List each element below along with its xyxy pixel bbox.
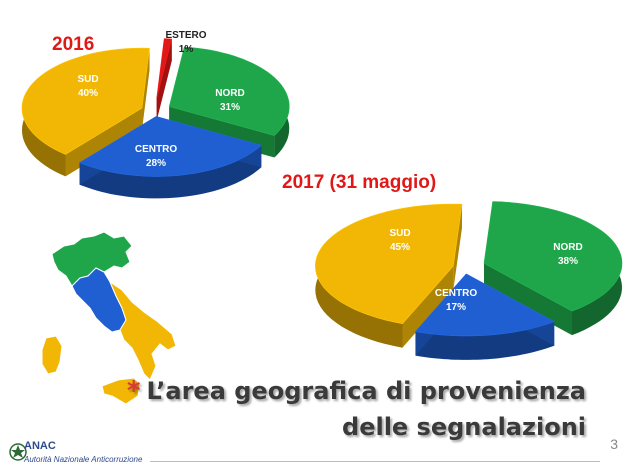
pie-0-label-nord-name: NORD [215,88,244,99]
pie-1-label-centro: CENTRO 17% [435,288,477,313]
pie-0-label-estero: ESTERO 1% [165,30,206,55]
italy-map [41,231,177,405]
pie-0-label-nord-value: 31% [220,102,240,113]
anac-logo-fullname: Autorità Nazionale Anticorruzione [24,455,143,464]
italy-map-north [51,231,133,287]
pie-1-slice-sud [314,203,463,348]
pie-0-slice-centro [78,116,262,199]
pie-1-label-centro-value: 17% [446,302,466,313]
pie-1-label-nord-value: 38% [558,256,578,267]
pie-chart-2017: SUD 45% NORD 38% CENTRO 17% [314,201,623,360]
pie-0-label-centro-value: 28% [146,158,166,169]
pie-0-label-centro-name: CENTRO [135,144,177,155]
pie-1-label-nord: NORD 38% [553,242,582,267]
pie-0-label-sud: SUD 40% [77,74,98,99]
chart-2017-title: 2017 (31 maggio) [282,172,436,193]
page-number: 3 [610,436,618,452]
italy-map-sardinia [41,335,63,375]
pie-1-slice-centro [414,273,555,360]
pie-1-label-centro-name: CENTRO [435,288,477,299]
anac-logo-acronym: ANAC [24,440,56,452]
pie-0-label-nord: NORD 31% [215,88,244,113]
italy-map-sicily [101,377,141,405]
pie-0-slice-sud [21,47,150,177]
pie-1-slice-nord [483,201,623,336]
bullet-asterisk: * [126,376,141,406]
pie-1-label-sud: SUD 45% [389,228,410,253]
pie-chart-2016: SUD 40% ESTERO 1% NORD 31% CENTRO 28% [21,30,290,199]
footer-divider [150,461,600,462]
pie-0-label-sud-name: SUD [77,74,98,85]
chart-2016-title: 2016 [52,34,94,55]
pie-1-label-sud-name: SUD [389,228,410,239]
slide-title-line1-text: L’area geografica di provenienza [146,377,587,405]
pie-1-label-sud-value: 45% [390,242,410,253]
pie-1-label-nord-name: NORD [553,242,582,253]
slide-title-line1: * L’area geografica di provenienza [127,376,586,406]
pie-0-label-sud-value: 40% [78,88,98,99]
pie-0-label-centro: CENTRO 28% [135,144,177,169]
italy-map-south [108,280,177,381]
anac-emblem-icon [9,443,27,461]
pie-0-label-estero-value: 1% [179,44,194,55]
pie-0-slice-estero [156,38,173,121]
slide-title-line2: delle segnalazioni [342,413,586,441]
pie-0-label-estero-name: ESTERO [165,30,206,41]
